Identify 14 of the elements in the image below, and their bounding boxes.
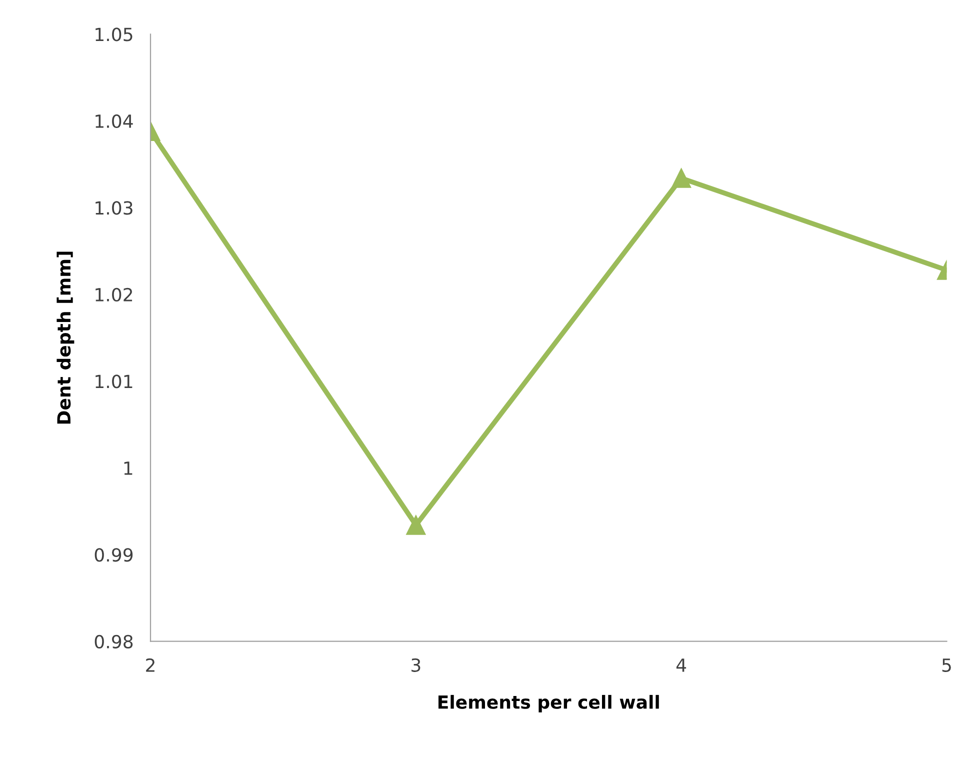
- y-tick-label: 1: [124, 462, 132, 475]
- x-tick-label: 3: [412, 658, 420, 672]
- x-tick-label: 4: [676, 658, 686, 672]
- y-tick-label: 0.98: [94, 634, 133, 648]
- y-tick-label: 1.03: [96, 201, 132, 215]
- x-axis-title: Elements per cell wall: [438, 694, 659, 712]
- y-tick-label: 1.02: [96, 288, 132, 302]
- y-tick-label: 0.99: [94, 548, 133, 562]
- y-tick-label: 1.01: [96, 374, 132, 388]
- y-tick-label: 1.04: [96, 114, 133, 128]
- y-tick-label: 1.05: [96, 28, 132, 42]
- x-tick-label: 5: [942, 658, 951, 672]
- x-tick-label: 2: [146, 658, 154, 672]
- y-axis-title: Dent depth [mm]: [56, 252, 74, 424]
